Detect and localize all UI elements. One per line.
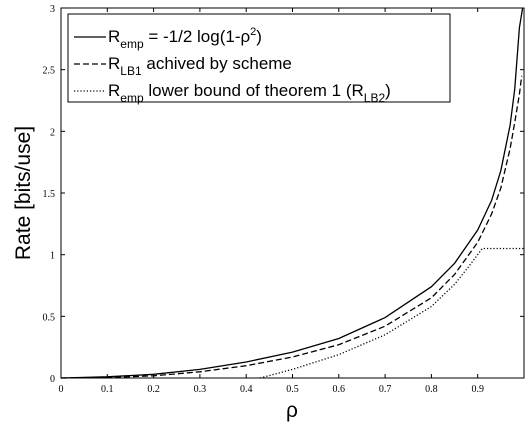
y-tick-label: 2.5 <box>43 66 56 77</box>
series-layer <box>60 7 524 379</box>
series-line-dashed <box>60 75 523 379</box>
x-tick-label: 0.2 <box>147 384 160 395</box>
x-axis-label: ρ <box>286 399 298 422</box>
x-tick-label: 0.8 <box>425 384 438 395</box>
series-line-dotted <box>259 247 524 379</box>
plot-frame <box>60 7 525 379</box>
x-tick-label: 0.1 <box>101 384 114 395</box>
x-tick-label: 0 <box>59 384 64 395</box>
x-tick-label: 0.9 <box>471 384 484 395</box>
y-tick-label: 0 <box>50 374 55 385</box>
y-tick-label: 3 <box>50 4 55 15</box>
x-tick-label: 0.6 <box>333 384 346 395</box>
x-tick-label: 0.7 <box>379 384 392 395</box>
legend-label: Remp lower bound of theorem 1 (RLB2) <box>108 81 391 105</box>
series-line-solid <box>60 7 524 379</box>
x-tick-label: 0.3 <box>194 384 207 395</box>
y-tick-label: 2 <box>50 127 55 138</box>
tick-layer: 0 0.1 0.2 0.3 0.4 0.5 0.6 0.7 0.8 0.9 0 0.5 1 1.5 2 2.5… <box>43 4 524 395</box>
x-tick-label: 0.5 <box>286 384 299 395</box>
legend-box <box>67 13 451 103</box>
y-tick-label: 1 <box>50 251 55 262</box>
x-tick-label: 0.4 <box>240 384 253 395</box>
legend-label: RLB1 achived by scheme <box>108 54 292 78</box>
legend: Remp = -1/2 log(1-ρ2) RLB1 achived by sch… <box>67 13 451 105</box>
y-tick-label: 0.5 <box>43 312 56 323</box>
legend-label: Remp = -1/2 log(1-ρ2) <box>108 26 262 51</box>
y-axis-label: Rate [bits/use] <box>12 126 35 260</box>
y-tick-label: 1.5 <box>43 189 56 200</box>
